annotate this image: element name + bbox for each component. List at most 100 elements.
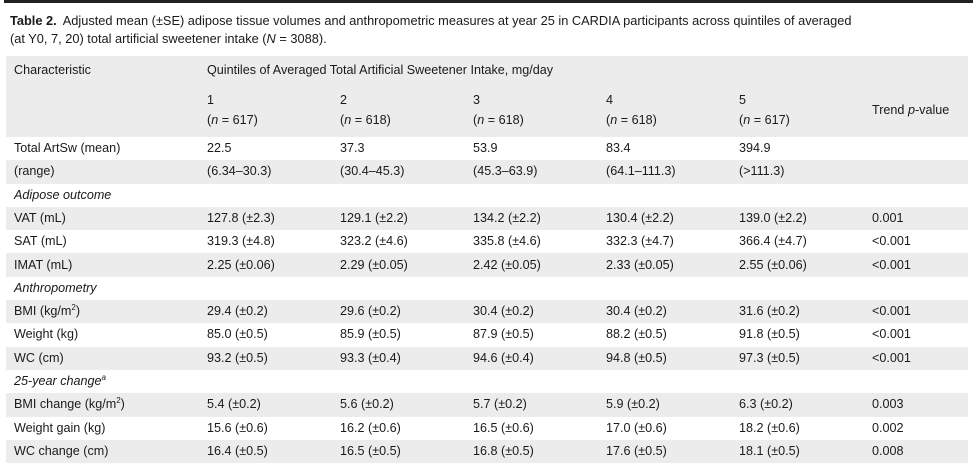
cell-quintile-4: 83.4 [606,141,631,156]
quintile-n-open: ( [340,113,345,128]
trend-label-p: p [907,103,915,118]
cell-quintile-1: 5.4 (±0.2) [199,393,332,417]
section-text: Anthropometry [14,280,97,295]
cell-trend-pvalue: <0.001 [864,300,968,324]
quintile-number: 5 [739,93,747,107]
cell-quintile-5: 97.3 (±0.5) [731,346,864,370]
table-caption: Table 2. Adjusted mean (±SE) adipose tiss… [0,3,977,48]
caption-text-c: = 3088). [275,31,327,46]
row-label: (range) [6,160,199,184]
cell-quintile-1: (6.34–30.3) [199,160,332,184]
cell-quintile-1: 85.0 (±0.5) [207,327,268,342]
cell-quintile-2: 323.2 (±4.6) [340,234,408,249]
row-label-superscript: 2 [71,302,76,312]
cell-quintile-2: 93.3 (±0.4) [332,346,465,370]
quintile-number: 4 [606,93,614,107]
cell-quintile-2: 37.3 [340,141,365,156]
header-empty [864,56,968,85]
cell-quintile-3: 5.7 (±0.2) [465,393,598,417]
section-label: 25-year changea [6,370,968,393]
caption-label: Table 2. [10,13,57,28]
quintile-number: 2 [340,93,348,107]
caption-text-b: (at Y0, 7, 20) total artificial sweetene… [10,31,267,46]
header-quintile-1: 1 (n = 617) [199,85,332,137]
cell-trend-pvalue: 0.001 [864,206,968,231]
cell-quintile-1: 127.8 (±2.3) [199,206,332,231]
quintile-n: (n = 617) [739,113,864,128]
data-table: Characteristic Quintiles of Averaged Tot… [6,56,968,464]
row-label-text: WC change (cm) [14,443,109,458]
section-label: Adipose outcome [6,184,968,207]
section-label: Anthropometry [6,277,968,300]
section-row: 25-year changea [6,370,968,393]
row-label-text: VAT (mL) [14,210,66,225]
cell-quintile-2: 16.2 (±0.6) [340,420,401,435]
row-label-end: ) [75,304,81,319]
cell-quintile-1: 15.6 (±0.6) [207,420,268,435]
header-quintile-3: 3 (n = 618) [465,85,598,137]
quintile-number: 1 [207,93,215,107]
cell-quintile-5: 18.1 (±0.5) [731,439,864,464]
cell-quintile-3: 2.42 (±0.05) [465,253,598,277]
cell-quintile-4: 88.2 (±0.5) [606,327,667,342]
row-label: VAT (mL) [6,206,199,231]
header-quintile-5: 5 (n = 617) [731,85,864,137]
quintile-number: 3 [473,93,481,107]
cell-quintile-1: 319.3 (±4.8) [207,234,275,249]
cell-quintile-4: 17.0 (±0.6) [606,420,667,435]
row-label: SAT (mL) [6,230,199,253]
cell-trend-pvalue: <0.001 [872,234,911,249]
row-label-text: Weight (kg) [14,327,79,342]
quintile-n-value: = 617) [750,113,790,128]
quintile-n-value: = 618) [351,113,391,128]
section-text: Adipose outcome [14,187,112,202]
cell-quintile-4: 130.4 (±2.2) [598,206,731,231]
table-row: WC (cm) 93.2 (±0.5) 93.3 (±0.4) 94.6 (±0.4)… [6,346,968,370]
cell-quintile-3: 16.5 (±0.6) [473,420,534,435]
header-trend-pvalue: Trend p-value [864,85,968,137]
table-row: Weight (kg) 85.0 (±0.5) 85.9 (±0.5) 87.9 (±… [6,323,968,346]
cell-quintile-4: 5.9 (±0.2) [598,393,731,417]
cell-quintile-1: 22.5 [207,141,232,156]
footnote-marker: a [101,372,106,382]
cell-quintile-5: 2.55 (±0.06) [731,253,864,277]
table-row: BMI (kg/m2) 29.4 (±0.2) 29.6 (±0.2) 30.4 (±… [6,300,968,324]
quintile-n-symbol: n [344,113,352,128]
cell-quintile-3: 16.8 (±0.5) [465,439,598,464]
cell-quintile-3: (45.3–63.9) [465,160,598,184]
quintile-n-symbol: n [610,113,618,128]
cell-quintile-3: 134.2 (±2.2) [465,206,598,231]
caption-n-symbol: N [266,31,276,46]
cell-trend-pvalue: 0.002 [872,420,904,435]
quintile-n-value: = 617) [218,113,258,128]
cell-quintile-2: (30.4–45.3) [332,160,465,184]
table-row: IMAT (mL) 2.25 (±0.06) 2.29 (±0.05) 2.42 (±… [6,253,968,277]
cell-quintile-3: 335.8 (±4.6) [473,234,541,249]
cell-quintile-5: 139.0 (±2.2) [731,206,864,231]
cell-quintile-2: 129.1 (±2.2) [332,206,465,231]
quintile-n: (n = 617) [207,113,332,128]
cell-quintile-5: 31.6 (±0.2) [731,300,864,324]
cell-quintile-2: 5.6 (±0.2) [332,393,465,417]
cell-quintile-5: 6.3 (±0.2) [731,393,864,417]
cell-quintile-4: 332.3 (±4.7) [606,234,674,249]
row-label-text: BMI (kg/m [14,304,72,319]
table-body: Total ArtSw (mean) 22.5 37.3 53.9 83.4 394.9 (… [6,137,968,464]
row-label: Weight gain (kg) [6,417,199,440]
row-label-text: Total ArtSw (mean) [14,141,121,156]
cell-quintile-3: 94.6 (±0.4) [465,346,598,370]
quintile-n-open: ( [739,113,744,128]
table-row: BMI change (kg/m2) 5.4 (±0.2) 5.6 (±0.2) 5.… [6,393,968,417]
row-label: Weight (kg) [6,323,199,346]
caption-text-a: Adjusted mean (±SE) adipose tissue volum… [62,13,852,28]
header-row-quintiles: 1 (n = 617) 2 (n = 618) 3 (n = 618) 4 (n = 618)… [6,85,968,137]
row-label: WC change (cm) [6,439,199,464]
cell-quintile-5: 91.8 (±0.5) [739,327,800,342]
cell-quintile-2: 85.9 (±0.5) [340,327,401,342]
table-top-rule [4,0,973,3]
cell-trend-pvalue [864,160,968,184]
table-row: (range) (6.34–30.3) (30.4–45.3) (45.3–63.9)… [6,160,968,184]
cell-quintile-3: 30.4 (±0.2) [465,300,598,324]
cell-quintile-1: 93.2 (±0.5) [199,346,332,370]
quintile-n-symbol: n [743,113,751,128]
